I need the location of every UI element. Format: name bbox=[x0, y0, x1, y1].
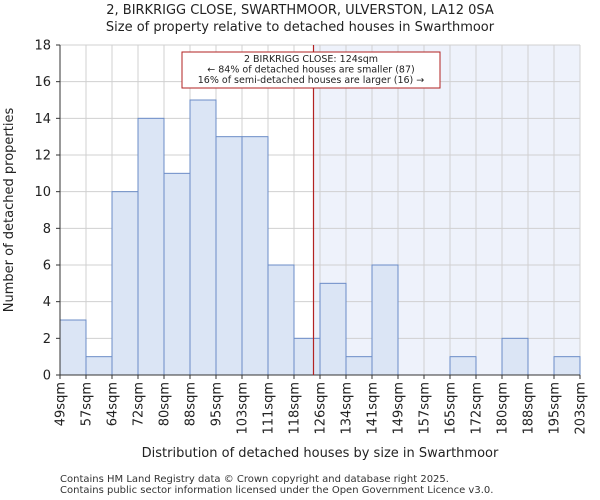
y-tick-label: 2 bbox=[43, 332, 51, 347]
chart-title: 2, BIRKRIGG CLOSE, SWARTHMOOR, ULVERSTON… bbox=[106, 3, 494, 18]
annotation-line-1: 2 BIRKRIGG CLOSE: 124sqm bbox=[244, 54, 378, 65]
x-tick-label: 188sqm bbox=[522, 382, 537, 435]
x-tick-label: 118sqm bbox=[288, 382, 303, 435]
histogram-bar bbox=[111, 191, 139, 376]
x-tick-label: 180sqm bbox=[496, 382, 511, 435]
highlight-region bbox=[313, 45, 580, 375]
y-tick-label: 4 bbox=[43, 295, 51, 310]
histogram-bar bbox=[345, 356, 373, 376]
y-tick-label: 6 bbox=[43, 259, 51, 274]
y-tick-label: 18 bbox=[34, 39, 51, 54]
annotation-box bbox=[181, 51, 441, 89]
histogram-bar bbox=[319, 282, 347, 376]
chart-subtitle: Size of property relative to detached ho… bbox=[105, 20, 495, 35]
y-tick-label: 16 bbox=[34, 75, 51, 90]
histogram-bar bbox=[449, 356, 477, 376]
histogram-bar bbox=[241, 136, 269, 376]
y-tick-label: 8 bbox=[43, 222, 51, 237]
y-tick-label: 14 bbox=[34, 112, 51, 127]
histogram-bar bbox=[85, 356, 113, 376]
x-tick-label: 72sqm bbox=[132, 382, 147, 426]
y-axis-label: Number of detached properties bbox=[2, 108, 17, 313]
histogram-bar bbox=[215, 136, 243, 376]
histogram-bar bbox=[189, 99, 217, 376]
histogram-bar bbox=[293, 337, 321, 376]
x-tick-label: 149sqm bbox=[392, 382, 407, 435]
x-tick-label: 165sqm bbox=[444, 382, 459, 435]
y-tick-label: 10 bbox=[34, 185, 51, 200]
x-tick-label: 88sqm bbox=[184, 382, 199, 426]
annotation-line-3: 16% of semi-detached houses are larger (… bbox=[198, 75, 425, 86]
x-tick-label: 141sqm bbox=[366, 382, 381, 435]
y-tick-label: 12 bbox=[34, 149, 51, 164]
x-tick-label: 64sqm bbox=[106, 382, 121, 426]
x-axis-label: Distribution of detached houses by size … bbox=[142, 446, 499, 461]
histogram-bar bbox=[137, 117, 165, 376]
x-tick-label: 157sqm bbox=[418, 382, 433, 435]
x-tick-label: 134sqm bbox=[340, 382, 355, 435]
x-tick-label: 57sqm bbox=[80, 382, 95, 426]
x-tick-label: 172sqm bbox=[470, 382, 485, 435]
histogram-bar bbox=[371, 264, 399, 376]
x-tick-label: 95sqm bbox=[210, 382, 225, 426]
footer-copyright: Contains HM Land Registry data © Crown c… bbox=[60, 474, 449, 485]
histogram-bar bbox=[59, 319, 87, 376]
y-tick-label: 0 bbox=[43, 369, 51, 384]
footer-licence: Contains public sector information licen… bbox=[60, 485, 494, 496]
x-tick-label: 203sqm bbox=[574, 382, 589, 435]
x-tick-label: 49sqm bbox=[54, 382, 69, 426]
x-tick-label: 111sqm bbox=[262, 382, 277, 435]
histogram-bar bbox=[267, 264, 295, 376]
histogram-bar bbox=[501, 337, 529, 376]
x-tick-label: 126sqm bbox=[314, 382, 329, 435]
x-tick-label: 195sqm bbox=[548, 382, 563, 435]
histogram-bar bbox=[163, 172, 191, 376]
annotation-line-2: ← 84% of detached houses are smaller (87… bbox=[207, 65, 414, 76]
x-tick-label: 80sqm bbox=[158, 382, 173, 426]
histogram-bar bbox=[553, 356, 581, 376]
x-tick-label: 103sqm bbox=[236, 382, 251, 435]
